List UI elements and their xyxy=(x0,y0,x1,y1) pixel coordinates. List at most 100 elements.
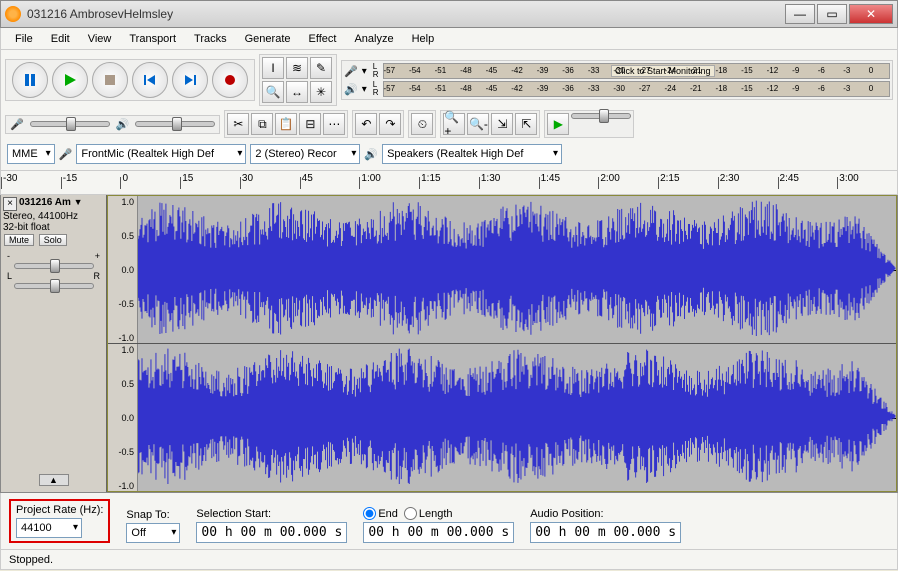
length-radio[interactable]: Length xyxy=(404,507,453,520)
track-area: × 031216 Am ▼ Stereo, 44100Hz 32-bit flo… xyxy=(0,195,898,493)
selection-bar: Project Rate (Hz): 44100 Snap To: Off Se… xyxy=(0,493,898,550)
menu-transport[interactable]: Transport xyxy=(121,31,184,47)
play-at-speed-button[interactable]: ▶ xyxy=(547,113,569,135)
selection-start-label: Selection Start: xyxy=(196,508,347,520)
copy-button[interactable]: ⧉ xyxy=(251,113,273,135)
maximize-button[interactable]: ▭ xyxy=(817,4,847,24)
transcription-toolbar: ▶ xyxy=(544,110,634,138)
track-close-button[interactable]: × xyxy=(3,197,17,211)
menu-file[interactable]: File xyxy=(7,31,41,47)
speaker-icon: 🔊 xyxy=(116,118,130,131)
mic-icon: 🎤 xyxy=(10,118,24,131)
snap-label: Snap To: xyxy=(126,509,180,521)
menu-view[interactable]: View xyxy=(80,31,120,47)
menu-edit[interactable]: Edit xyxy=(43,31,78,47)
record-button[interactable] xyxy=(212,62,248,98)
skip-end-button[interactable] xyxy=(172,62,208,98)
playback-device-combo[interactable]: Speakers (Realtek High Def xyxy=(382,144,562,164)
edit-toolbar: ✂ ⧉ 📋 ⊟ ⋯ xyxy=(224,110,348,138)
fit-selection-button[interactable]: ⇲ xyxy=(491,113,513,135)
recording-meter[interactable]: Click to Start Monitoring -57-54-51-48-4… xyxy=(383,63,890,79)
pause-button[interactable] xyxy=(12,62,48,98)
menu-tracks[interactable]: Tracks xyxy=(186,31,235,47)
waveform-display[interactable]: 1.00.50.0-0.5-1.0 1.00.50.0-0.5-1.0 xyxy=(107,195,897,492)
track-collapse-button[interactable]: ▲ xyxy=(39,474,69,486)
silence-button[interactable]: ⋯ xyxy=(323,113,345,135)
selection-start-group: Selection Start: 00 h 00 m 00.000 s xyxy=(196,508,347,543)
project-rate-combo[interactable]: 44100 xyxy=(16,518,82,538)
snap-group: Snap To: Off xyxy=(126,509,180,543)
minimize-button[interactable]: — xyxy=(785,4,815,24)
zoom-toolbar: 🔍+ 🔍- ⇲ ⇱ xyxy=(440,110,540,138)
menu-analyze[interactable]: Analyze xyxy=(346,31,401,47)
audio-host-combo[interactable]: MME xyxy=(7,144,55,164)
mic-icon: 🎤 xyxy=(59,148,73,161)
playback-speed-slider[interactable] xyxy=(571,113,631,119)
recording-volume-slider[interactable] xyxy=(30,121,110,127)
mic-icon: 🎤 xyxy=(344,65,358,78)
skip-start-button[interactable] xyxy=(132,62,168,98)
status-bar: Stopped. xyxy=(0,550,898,570)
undo-button[interactable]: ↶ xyxy=(355,113,377,135)
menu-effect[interactable]: Effect xyxy=(301,31,345,47)
playback-meter[interactable]: -57-54-51-48-45-42-39-36-33-30-27-24-21-… xyxy=(383,81,890,97)
waveform-left-channel[interactable]: 1.00.50.0-0.5-1.0 xyxy=(108,196,896,344)
audio-position-group: Audio Position: 00 h 00 m 00.000 s xyxy=(530,508,681,543)
track-gain-slider[interactable] xyxy=(14,263,94,269)
titlebar: 031216 AmbrosevHelmsley — ▭ ✕ xyxy=(0,0,898,28)
track-menu-arrow[interactable]: ▼ xyxy=(74,197,83,207)
track-control-panel: × 031216 Am ▼ Stereo, 44100Hz 32-bit flo… xyxy=(1,195,107,492)
recording-channels-combo[interactable]: 2 (Stereo) Recor xyxy=(250,144,360,164)
track-pan-slider[interactable] xyxy=(14,283,94,289)
menu-generate[interactable]: Generate xyxy=(237,31,299,47)
snap-combo[interactable]: Off xyxy=(126,523,180,543)
app-icon xyxy=(5,6,21,22)
multi-tool[interactable]: ✳ xyxy=(310,81,332,103)
track-bitdepth-line: 32-bit float xyxy=(3,222,104,233)
cut-button[interactable]: ✂ xyxy=(227,113,249,135)
play-button[interactable] xyxy=(52,62,88,98)
tools-toolbar: I ≋ ✎ 🔍 ↔ ✳ xyxy=(259,54,337,106)
track-name[interactable]: 031216 Am xyxy=(19,197,71,208)
audio-position-time[interactable]: 00 h 00 m 00.000 s xyxy=(530,522,681,543)
track-format-line: Stereo, 44100Hz xyxy=(3,211,104,222)
sync-lock-button[interactable]: ⏲ xyxy=(411,113,433,135)
window-title: 031216 AmbrosevHelmsley xyxy=(27,7,785,21)
fit-project-button[interactable]: ⇱ xyxy=(515,113,537,135)
selection-tool[interactable]: I xyxy=(262,57,284,79)
solo-button[interactable]: Solo xyxy=(39,234,67,246)
trim-button[interactable]: ⊟ xyxy=(299,113,321,135)
transport-toolbar xyxy=(5,59,255,101)
meter-toolbar: 🎤 ▾ LR Click to Start Monitoring -57-54-… xyxy=(341,60,893,100)
mixer-toolbar: 🎤 🔊 xyxy=(5,115,220,134)
menu-help[interactable]: Help xyxy=(404,31,443,47)
undo-toolbar: ↶ ↷ xyxy=(352,110,404,138)
speaker-icon: 🔊 xyxy=(364,148,378,161)
draw-tool[interactable]: ✎ xyxy=(310,57,332,79)
mute-button[interactable]: Mute xyxy=(4,234,34,246)
sync-toolbar: ⏲ xyxy=(408,110,436,138)
paste-button[interactable]: 📋 xyxy=(275,113,297,135)
project-rate-label: Project Rate (Hz): xyxy=(16,504,103,516)
timeline-ruler[interactable]: -30-1501530451:001:151:301:452:002:152:3… xyxy=(0,171,898,195)
menubar: FileEditViewTransportTracksGenerateEffec… xyxy=(0,28,898,50)
zoom-in-button[interactable]: 🔍+ xyxy=(443,113,465,135)
waveform-right-channel[interactable]: 1.00.50.0-0.5-1.0 xyxy=(108,344,896,491)
zoom-tool[interactable]: 🔍 xyxy=(262,81,284,103)
end-radio[interactable]: End xyxy=(363,507,398,520)
audio-position-label: Audio Position: xyxy=(530,508,681,520)
playback-volume-slider[interactable] xyxy=(135,121,215,127)
redo-button[interactable]: ↷ xyxy=(379,113,401,135)
timeshift-tool[interactable]: ↔ xyxy=(286,81,308,103)
toolbar-area: I ≋ ✎ 🔍 ↔ ✳ 🎤 ▾ LR Click to Start Monito… xyxy=(0,50,898,171)
selection-end-group: End Length 00 h 00 m 00.000 s xyxy=(363,507,514,543)
selection-start-time[interactable]: 00 h 00 m 00.000 s xyxy=(196,522,347,543)
recording-device-combo[interactable]: FrontMic (Realtek High Def xyxy=(76,144,246,164)
speaker-icon: 🔊 xyxy=(344,83,358,96)
zoom-out-button[interactable]: 🔍- xyxy=(467,113,489,135)
device-toolbar: MME 🎤 FrontMic (Realtek High Def 2 (Ster… xyxy=(5,142,564,166)
close-button[interactable]: ✕ xyxy=(849,4,893,24)
selection-end-time[interactable]: 00 h 00 m 00.000 s xyxy=(363,522,514,543)
envelope-tool[interactable]: ≋ xyxy=(286,57,308,79)
stop-button[interactable] xyxy=(92,62,128,98)
